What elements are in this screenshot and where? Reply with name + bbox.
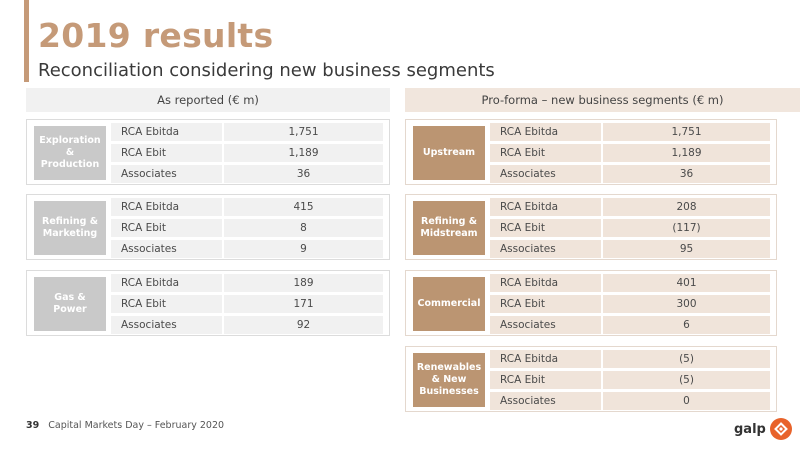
segment-label: Exploration & Production	[34, 126, 106, 180]
table-row: RCA Ebitda 415	[111, 198, 383, 216]
table-row: RCA Ebit (5)	[490, 371, 770, 389]
page-title: 2019 results	[38, 16, 274, 55]
group-refining-midstream: Refining & Midstream RCA Ebitda 208 RCA …	[405, 194, 777, 260]
page-subtitle: Reconciliation considering new business …	[38, 60, 495, 81]
group-renewables-new-businesses: Renewables & New Businesses RCA Ebitda (…	[405, 346, 777, 412]
row-value: 415	[224, 198, 383, 216]
galp-logo: galp	[734, 418, 792, 440]
table-row: Associates 6	[490, 316, 770, 334]
group-upstream: Upstream RCA Ebitda 1,751 RCA Ebit 1,189…	[405, 119, 777, 185]
row-value: (117)	[603, 219, 770, 237]
row-label: Associates	[490, 316, 601, 334]
table-row: Associates 95	[490, 240, 770, 258]
row-label: RCA Ebit	[490, 144, 601, 162]
table-row: Associates 92	[111, 316, 383, 334]
row-label: Associates	[490, 240, 601, 258]
table-row: RCA Ebitda 208	[490, 198, 770, 216]
segment-label: Upstream	[413, 126, 485, 180]
table-row: RCA Ebitda (5)	[490, 350, 770, 368]
group-exploration-production: Exploration & Production RCA Ebitda 1,75…	[26, 119, 390, 185]
segment-label: Renewables & New Businesses	[413, 353, 485, 407]
segment-label: Refining & Marketing	[34, 201, 106, 255]
row-value: 401	[603, 274, 770, 292]
row-label: RCA Ebitda	[490, 274, 601, 292]
row-label: RCA Ebit	[111, 219, 222, 237]
row-label: RCA Ebit	[111, 144, 222, 162]
row-value: (5)	[603, 350, 770, 368]
row-value: 36	[224, 165, 383, 183]
row-value: 189	[224, 274, 383, 292]
table-row: RCA Ebitda 1,751	[490, 123, 770, 141]
table-row: RCA Ebit 1,189	[111, 144, 383, 162]
table-row: RCA Ebitda 189	[111, 274, 383, 292]
title-accent-bar	[24, 0, 29, 82]
row-value: 171	[224, 295, 383, 313]
row-value: 8	[224, 219, 383, 237]
table-row: Associates 36	[111, 165, 383, 183]
row-value: 95	[603, 240, 770, 258]
row-value: 1,751	[224, 123, 383, 141]
table-row: RCA Ebit 300	[490, 295, 770, 313]
row-label: RCA Ebit	[490, 371, 601, 389]
table-row: RCA Ebit 1,189	[490, 144, 770, 162]
row-value: 208	[603, 198, 770, 216]
row-label: RCA Ebit	[490, 295, 601, 313]
row-label: RCA Ebitda	[490, 350, 601, 368]
row-value: (5)	[603, 371, 770, 389]
row-label: Associates	[490, 392, 601, 410]
group-gas-power: Gas & Power RCA Ebitda 189 RCA Ebit 171 …	[26, 270, 390, 336]
row-label: RCA Ebit	[111, 295, 222, 313]
table-row: Associates 36	[490, 165, 770, 183]
row-label: Associates	[111, 240, 222, 258]
galp-logo-icon	[769, 418, 792, 440]
row-label: RCA Ebitda	[111, 123, 222, 141]
row-value: 9	[224, 240, 383, 258]
row-label: RCA Ebitda	[490, 198, 601, 216]
row-label: Associates	[111, 165, 222, 183]
table-row: RCA Ebit 8	[111, 219, 383, 237]
row-label: RCA Ebitda	[111, 198, 222, 216]
row-label: RCA Ebitda	[490, 123, 601, 141]
row-label: Associates	[490, 165, 601, 183]
row-label: Associates	[111, 316, 222, 334]
logo-word: galp	[734, 421, 766, 437]
table-row: Associates 9	[111, 240, 383, 258]
table-row: RCA Ebitda 401	[490, 274, 770, 292]
footer-text: Capital Markets Day – February 2020	[48, 420, 225, 431]
group-refining-marketing: Refining & Marketing RCA Ebitda 415 RCA …	[26, 194, 390, 260]
row-label: RCA Ebitda	[111, 274, 222, 292]
table-row: RCA Ebit (117)	[490, 219, 770, 237]
row-value: 1,189	[603, 144, 770, 162]
table-row: RCA Ebit 171	[111, 295, 383, 313]
table-row: Associates 0	[490, 392, 770, 410]
pro-forma-header: Pro-forma – new business segments (€ m)	[405, 88, 800, 112]
as-reported-header: As reported (€ m)	[26, 88, 390, 112]
row-value: 1,751	[603, 123, 770, 141]
group-commercial: Commercial RCA Ebitda 401 RCA Ebit 300 A…	[405, 270, 777, 336]
row-value: 6	[603, 316, 770, 334]
row-value: 92	[224, 316, 383, 334]
row-label: RCA Ebit	[490, 219, 601, 237]
footer: 39 Capital Markets Day – February 2020	[26, 420, 224, 431]
row-value: 0	[603, 392, 770, 410]
segment-label: Gas & Power	[34, 277, 106, 331]
row-value: 1,189	[224, 144, 383, 162]
page-number: 39	[26, 420, 40, 431]
row-value: 300	[603, 295, 770, 313]
table-row: RCA Ebitda 1,751	[111, 123, 383, 141]
row-value: 36	[603, 165, 770, 183]
segment-label: Commercial	[413, 277, 485, 331]
segment-label: Refining & Midstream	[413, 201, 485, 255]
